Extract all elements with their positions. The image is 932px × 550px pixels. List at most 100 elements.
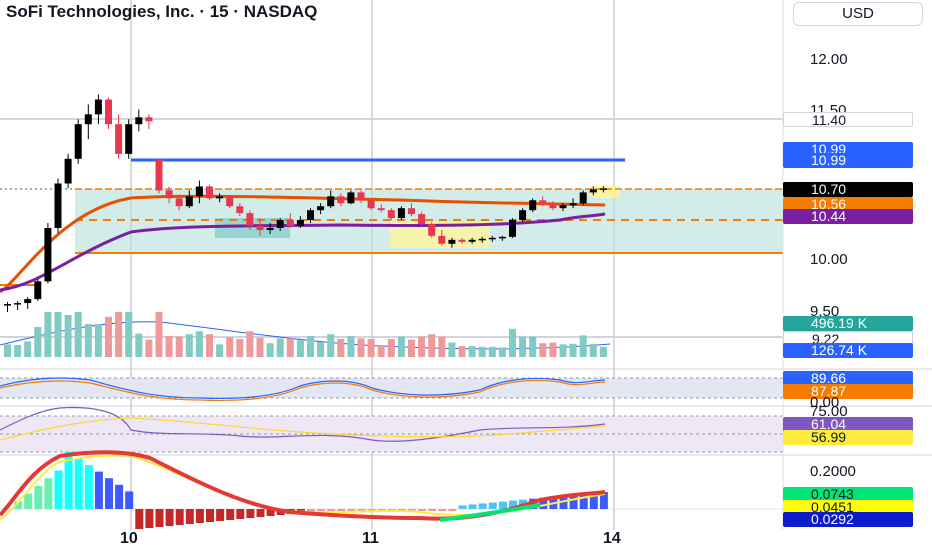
stoch-d-tag: 87.87 — [783, 384, 913, 399]
volume-bar — [529, 336, 537, 357]
candle-body — [377, 208, 385, 211]
macd-hist-bar — [155, 509, 164, 527]
macd-hist-bar — [115, 484, 124, 509]
ma-orange-tag: 10.56 — [783, 197, 913, 212]
candle-body — [579, 192, 587, 204]
candle-body — [286, 220, 294, 226]
macd-hist-bar — [599, 491, 608, 509]
volume-bar — [64, 315, 72, 357]
candle-body — [357, 192, 365, 201]
candle-body — [599, 188, 607, 190]
volume-ma-line — [0, 321, 611, 350]
candle-body — [246, 213, 254, 226]
candle-body — [529, 200, 537, 211]
candle-body — [498, 236, 506, 239]
volume-bar — [599, 346, 607, 357]
currency-button[interactable]: USD — [793, 2, 923, 26]
volume-bar — [408, 339, 415, 357]
macd-hist-bar — [54, 470, 63, 509]
macd-hist-bar — [509, 500, 517, 509]
volume-bar — [155, 312, 163, 357]
macd-hist-bar — [488, 502, 497, 509]
volume-bar — [105, 316, 112, 357]
macd-hist-bar — [195, 509, 204, 523]
candle-body — [236, 206, 244, 214]
rsi-tag: 61.04 — [783, 417, 913, 432]
volume-bar — [236, 339, 244, 357]
volume-bar — [226, 337, 234, 357]
volume-bar — [448, 342, 456, 357]
candle-body — [317, 206, 325, 211]
candle-body — [135, 117, 143, 125]
macd-hist-bar — [175, 509, 184, 525]
volume-bar — [498, 347, 506, 357]
volume-bar — [478, 346, 486, 357]
candle-body — [347, 192, 355, 204]
macd-hist-bar — [408, 509, 416, 511]
rsi-ma-line — [0, 417, 606, 441]
macd-tag: 0.0743 — [783, 487, 913, 502]
price-tick-12-00: 12.00 — [810, 51, 848, 68]
candle-body — [418, 214, 426, 225]
price-tag-10-99-b: 10.99 — [783, 153, 913, 168]
macd-hist-bar — [145, 509, 154, 528]
volume-bar — [115, 312, 123, 357]
rsi-line — [0, 406, 606, 442]
candle-body — [175, 198, 183, 207]
macd-hist-bar — [34, 485, 43, 509]
volume-bar — [145, 339, 153, 357]
candle-body — [84, 114, 92, 125]
price-tick-9-50: 9.50 — [810, 303, 840, 320]
candle-body — [125, 124, 133, 154]
candle-body — [468, 239, 476, 242]
candle-body — [307, 210, 314, 221]
candle-body — [519, 210, 527, 221]
macd-hist-bar — [539, 497, 548, 509]
volume-bar — [14, 345, 22, 357]
macd-hist-bar — [14, 501, 23, 509]
macd-hist-bar — [84, 465, 93, 509]
stoch-band — [0, 378, 783, 398]
volume-bar — [397, 336, 405, 357]
volume-bar — [347, 336, 355, 357]
candle-body — [387, 210, 395, 219]
volume-bar — [539, 343, 547, 357]
candle-body — [408, 208, 415, 215]
volume-bar — [286, 338, 294, 357]
ma-purple-line — [0, 212, 606, 292]
volume-bar — [327, 334, 335, 357]
macd-hist-bar — [377, 509, 386, 511]
candle-body — [397, 208, 405, 219]
macd-line-green — [439, 503, 541, 522]
candle-body — [569, 203, 577, 206]
candle-body — [74, 124, 82, 159]
volume-bar — [206, 334, 213, 357]
candle-body — [115, 124, 123, 154]
candle-body — [226, 196, 234, 207]
volume-bar — [589, 343, 597, 357]
volume-bar — [296, 340, 304, 357]
volume-bar — [418, 336, 426, 357]
macd-hist-bar — [236, 509, 245, 519]
volume-bar — [276, 338, 284, 357]
candle-body — [266, 227, 274, 230]
candle-body — [64, 158, 72, 184]
volume-bar — [377, 345, 385, 357]
candle-body — [34, 281, 42, 300]
candle-body — [206, 186, 213, 199]
candle-body — [327, 196, 335, 207]
macd-hist-bar — [367, 509, 376, 511]
macd-hist-bar — [125, 491, 134, 509]
candle-body — [276, 220, 284, 228]
volume-bar — [54, 312, 62, 357]
macd-hist-bar — [135, 509, 144, 529]
candlesticks — [4, 94, 607, 312]
candle-body — [14, 303, 22, 305]
candle-body — [589, 189, 597, 193]
macd-hist-bar — [94, 471, 103, 509]
macd-hist-bar — [458, 505, 467, 509]
candle-body — [256, 225, 264, 230]
macd-hist-bar — [357, 509, 366, 511]
macd-hist-bar — [559, 495, 568, 509]
